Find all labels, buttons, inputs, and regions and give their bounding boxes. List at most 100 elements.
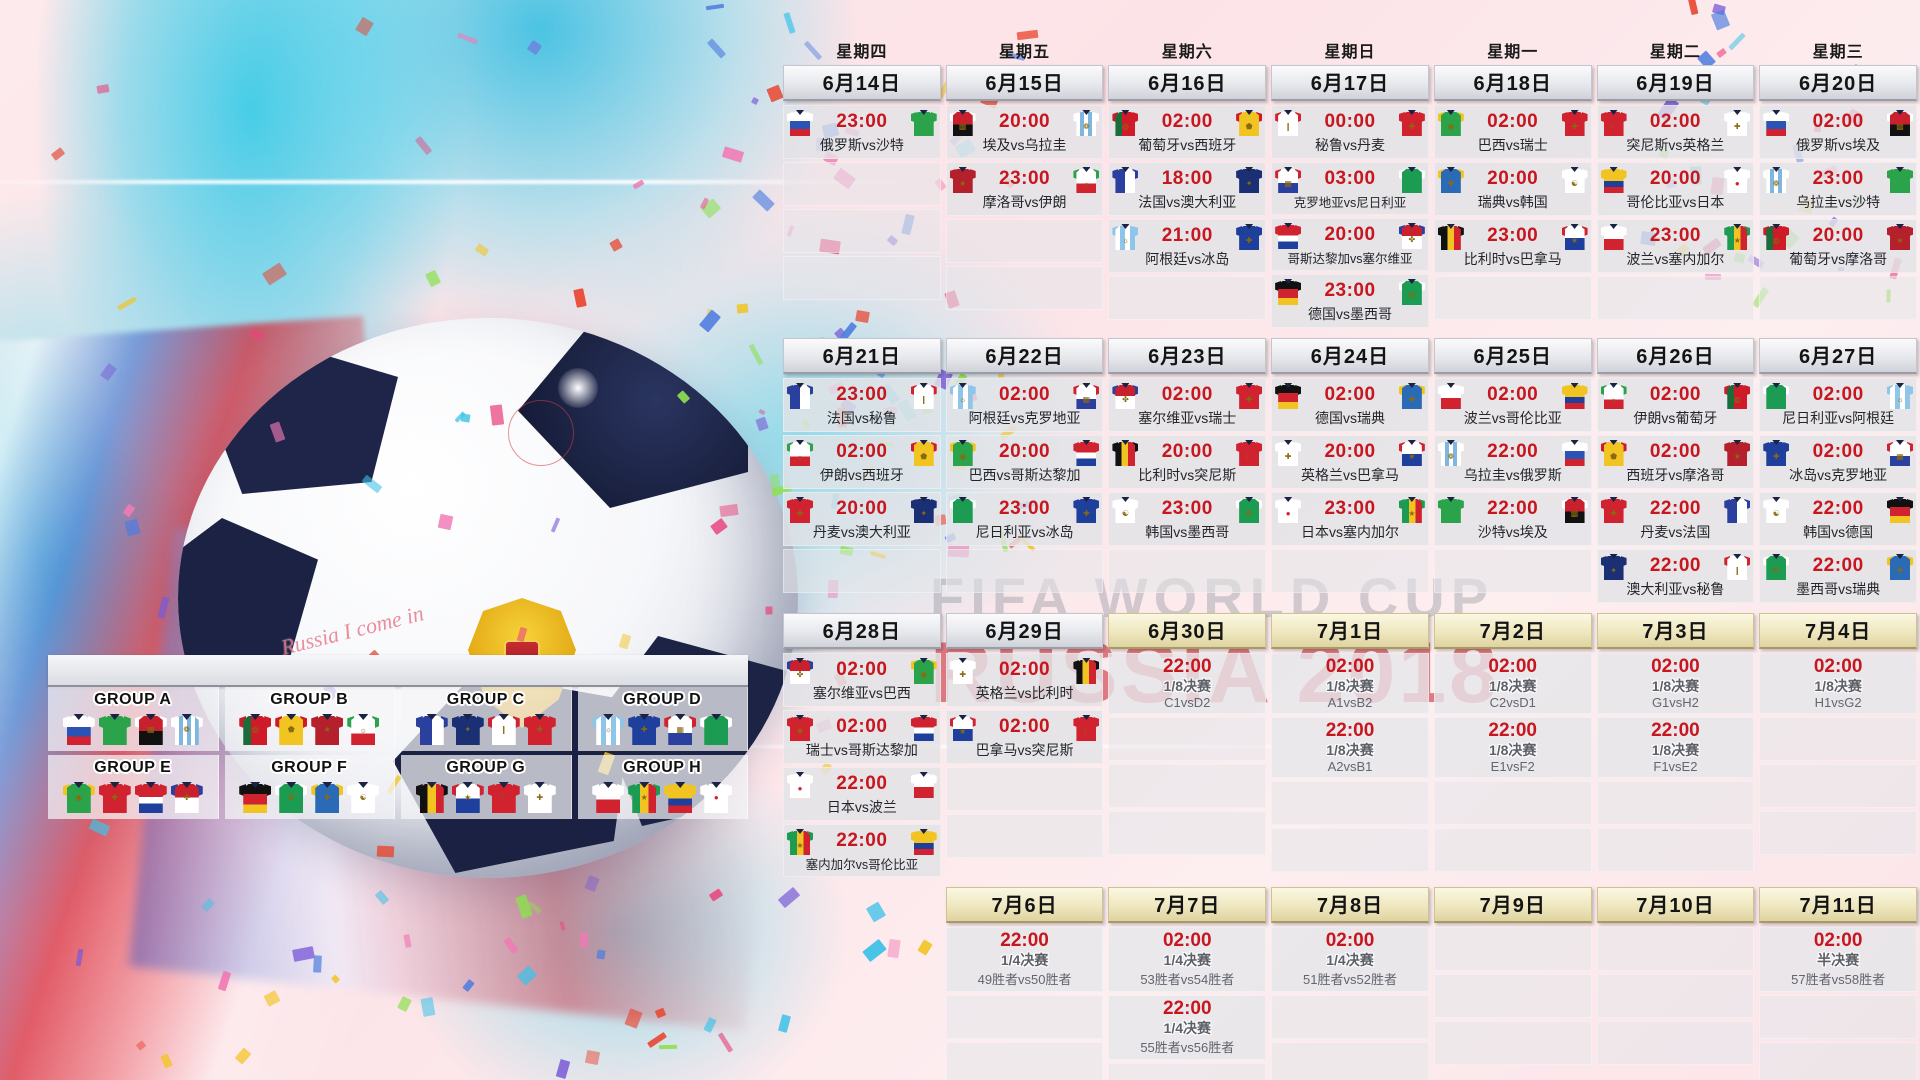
match-cell[interactable]: ▩ 20:00 ❁ 埃及vs乌拉圭 <box>945 105 1104 159</box>
match-cell[interactable]: ✚ 20:00 ☯ 瑞典vs韩国 <box>1433 162 1592 216</box>
group-box-c[interactable]: GROUP C ✦ ❙ ✚ <box>401 687 572 751</box>
match-cell[interactable]: 20:00 ● 哥伦比亚vs日本 <box>1596 162 1755 216</box>
knockout-match-cell[interactable]: 22:00 1/8决赛 F1vsE2 <box>1596 717 1755 778</box>
date-chip[interactable]: 6月28日 <box>783 613 941 649</box>
knockout-match-cell[interactable]: 02:00 1/8决赛 C2vsD1 <box>1433 653 1592 714</box>
date-chip[interactable]: 7月9日 <box>1433 887 1592 923</box>
match-cell[interactable]: ۞ 02:00 ⬟ 伊朗vs西班牙 <box>783 435 941 489</box>
match-cell[interactable]: 02:00 ☼ 尼日利亚vs阿根廷 <box>1759 378 1917 432</box>
match-cell[interactable]: ✚ 02:00 ▦ 冰岛vs克罗地亚 <box>1759 435 1917 489</box>
date-chip[interactable]: 7月4日 <box>1759 613 1917 649</box>
team-jersey-icon: ✚ <box>1437 165 1464 193</box>
date-chip[interactable]: 6月20日 <box>1759 65 1917 101</box>
knockout-match-cell[interactable]: 02:00 1/8决赛 H1vsG2 <box>1759 653 1917 714</box>
knockout-match-cell[interactable]: 02:00 1/8决赛 A1vsB2 <box>1271 653 1429 714</box>
match-cell[interactable]: ★ 22:00 塞内加尔vs哥伦比亚 <box>783 824 941 877</box>
confetti-piece <box>579 932 589 948</box>
group-box-g[interactable]: GROUP G ★ ☾ ✚ <box>401 755 572 819</box>
match-cell[interactable]: 20:00 ☾ 比利时vs突尼斯 <box>1108 435 1267 489</box>
group-box-b[interactable]: GROUP B ◍ ⬟ ★ ۞ <box>224 687 395 751</box>
knockout-match-cell[interactable]: 22:00 1/8决赛 A2vsB1 <box>1271 717 1429 778</box>
date-chip[interactable]: 6月22日 <box>945 338 1104 374</box>
date-chip[interactable]: 6月26日 <box>1596 338 1755 374</box>
match-cell[interactable]: ☼ 02:00 ▦ 阿根廷vs克罗地亚 <box>945 378 1104 432</box>
match-cell[interactable]: 20:00 ✤ 哥斯达黎加vs塞尔维亚 <box>1271 218 1429 271</box>
date-chip[interactable]: 6月25日 <box>1433 338 1592 374</box>
match-cell[interactable]: ✚ 22:00 丹麦vs法国 <box>1596 492 1755 546</box>
date-chip[interactable]: 7月6日 <box>945 887 1104 923</box>
match-cell[interactable]: ✚ 02:00 英格兰vs比利时 <box>945 653 1104 707</box>
match-cell[interactable]: 23:00 ❂ 德国vs墨西哥 <box>1271 274 1429 328</box>
match-cell[interactable]: ◍ 02:00 ⬟ 葡萄牙vs西班牙 <box>1108 105 1267 159</box>
match-cell[interactable]: ❁ 22:00 乌拉圭vs俄罗斯 <box>1433 435 1592 489</box>
date-chip[interactable]: 6月14日 <box>783 65 941 101</box>
match-kickoff-time: 02:00 <box>1813 930 1863 951</box>
date-chip[interactable]: 6月17日 <box>1271 65 1429 101</box>
match-cell[interactable]: ❁ 23:00 乌拉圭vs沙特 <box>1759 162 1917 216</box>
match-cell[interactable]: ◉ 02:00 ✚ 巴西vs瑞士 <box>1433 105 1592 159</box>
date-chip[interactable]: 7月11日 <box>1759 887 1917 923</box>
match-cell[interactable]: ▦ 03:00 克罗地亚vs尼日利亚 <box>1271 162 1429 215</box>
date-chip[interactable]: 6月21日 <box>783 338 941 374</box>
match-cell[interactable]: ☼ 21:00 ✚ 阿根廷vs冰岛 <box>1108 219 1267 273</box>
match-cell[interactable]: 23:00 俄罗斯vs沙特 <box>783 105 941 159</box>
match-cell[interactable]: ☯ 22:00 韩国vs德国 <box>1759 492 1917 546</box>
empty-match-slot <box>1596 927 1755 971</box>
group-box-a[interactable]: GROUP A ▩ ❁ <box>48 687 219 751</box>
date-chip[interactable]: 6月19日 <box>1596 65 1755 101</box>
group-box-e[interactable]: GROUP E ◉ ✚ ✤ <box>48 755 219 819</box>
knockout-match-cell[interactable]: 02:00 1/4决赛 53胜者vs54胜者 <box>1108 927 1267 992</box>
match-cell[interactable]: ✤ 02:00 ◉ 塞尔维亚vs巴西 <box>783 653 941 707</box>
date-chip[interactable]: 7月1日 <box>1271 613 1429 649</box>
knockout-match-cell[interactable]: 22:00 1/8决赛 E1vsF2 <box>1433 717 1592 778</box>
date-chip[interactable]: 6月23日 <box>1108 338 1267 374</box>
match-cell[interactable]: 23:00 ★ 波兰vs塞内加尔 <box>1596 219 1755 273</box>
match-cell[interactable]: ◍ 20:00 ★ 葡萄牙vs摩洛哥 <box>1759 219 1917 273</box>
date-chip[interactable]: 7月7日 <box>1108 887 1267 923</box>
date-chip[interactable]: 6月24日 <box>1271 338 1429 374</box>
knockout-match-cell[interactable]: 22:00 1/4决赛 55胜者vs56胜者 <box>1108 995 1267 1060</box>
match-cell[interactable]: ✚ 20:00 ★ 英格兰vs巴拿马 <box>1271 435 1429 489</box>
knockout-match-cell[interactable]: 02:00 半决赛 57胜者vs58胜者 <box>1759 927 1917 992</box>
match-cell[interactable]: ✦ 22:00 ❙ 澳大利亚vs秘鲁 <box>1596 549 1755 603</box>
match-cell[interactable]: ● 22:00 日本vs波兰 <box>783 767 941 821</box>
date-chip[interactable]: 6月29日 <box>945 613 1104 649</box>
group-box-h[interactable]: GROUP H ★ ● <box>577 755 748 819</box>
match-cell[interactable]: ★ 02:00 ☾ 巴拿马vs突尼斯 <box>945 710 1104 764</box>
date-chip[interactable]: 7月8日 <box>1271 887 1429 923</box>
match-cell[interactable]: ✚ 20:00 ✦ 丹麦vs澳大利亚 <box>783 492 941 546</box>
match-cell[interactable]: 22:00 ▩ 沙特vs埃及 <box>1433 492 1592 546</box>
match-cell[interactable]: ★ 23:00 ۞ 摩洛哥vs伊朗 <box>945 162 1104 216</box>
match-cell[interactable]: 02:00 ▩ 俄罗斯vs埃及 <box>1759 105 1917 159</box>
date-chip[interactable]: 6月27日 <box>1759 338 1917 374</box>
match-cell[interactable]: ✤ 02:00 ✚ 塞尔维亚vs瑞士 <box>1108 378 1267 432</box>
knockout-match-cell[interactable]: 02:00 1/8决赛 G1vsH2 <box>1596 653 1755 714</box>
match-cell[interactable]: ۞ 02:00 ◍ 伊朗vs葡萄牙 <box>1596 378 1755 432</box>
date-chip[interactable]: 7月10日 <box>1596 887 1755 923</box>
match-cell[interactable]: 23:00 ❙ 法国vs秘鲁 <box>783 378 941 432</box>
date-chip[interactable]: 7月3日 <box>1596 613 1755 649</box>
match-cell[interactable]: ◉ 20:00 巴西vs哥斯达黎加 <box>945 435 1104 489</box>
match-cell[interactable]: ⬟ 02:00 ★ 西班牙vs摩洛哥 <box>1596 435 1755 489</box>
date-chip[interactable]: 6月30日 <box>1108 613 1267 649</box>
date-chip[interactable]: 6月18日 <box>1433 65 1592 101</box>
date-chip[interactable]: 6月16日 <box>1108 65 1267 101</box>
match-cell[interactable]: 18:00 ✦ 法国vs澳大利亚 <box>1108 162 1267 216</box>
match-cell[interactable]: ☾ 02:00 ✚ 突尼斯vs英格兰 <box>1596 105 1755 159</box>
match-cell[interactable]: 02:00 ✚ 德国vs瑞典 <box>1271 378 1429 432</box>
match-cell[interactable]: ✚ 02:00 瑞士vs哥斯达黎加 <box>783 710 941 764</box>
knockout-match-cell[interactable]: 02:00 1/4决赛 51胜者vs52胜者 <box>1271 927 1429 992</box>
knockout-match-cell[interactable]: 22:00 1/4决赛 49胜者vs50胜者 <box>945 927 1104 992</box>
knockout-match-cell[interactable]: 22:00 1/8决赛 C1vsD2 <box>1108 653 1267 714</box>
date-chip[interactable]: 6月15日 <box>945 65 1104 101</box>
match-cell[interactable]: 23:00 ✚ 尼日利亚vs冰岛 <box>945 492 1104 546</box>
match-cell[interactable]: ● 23:00 ★ 日本vs塞内加尔 <box>1271 492 1429 546</box>
group-box-d[interactable]: GROUP D ☼ ✚ ▦ <box>577 687 748 751</box>
match-cell[interactable]: ❂ 22:00 ✚ 墨西哥vs瑞典 <box>1759 549 1917 603</box>
date-chip[interactable]: 7月2日 <box>1433 613 1592 649</box>
match-cell[interactable]: 02:00 波兰vs哥伦比亚 <box>1433 378 1592 432</box>
match-cell[interactable]: ❙ 00:00 ✚ 秘鲁vs丹麦 <box>1271 105 1429 159</box>
match-cell[interactable]: 23:00 ★ 比利时vs巴拿马 <box>1433 219 1592 273</box>
match-cell[interactable]: ☯ 23:00 ❂ 韩国vs墨西哥 <box>1108 492 1267 546</box>
group-box-f[interactable]: GROUP F ❂ ✚ ☯ <box>224 755 395 819</box>
